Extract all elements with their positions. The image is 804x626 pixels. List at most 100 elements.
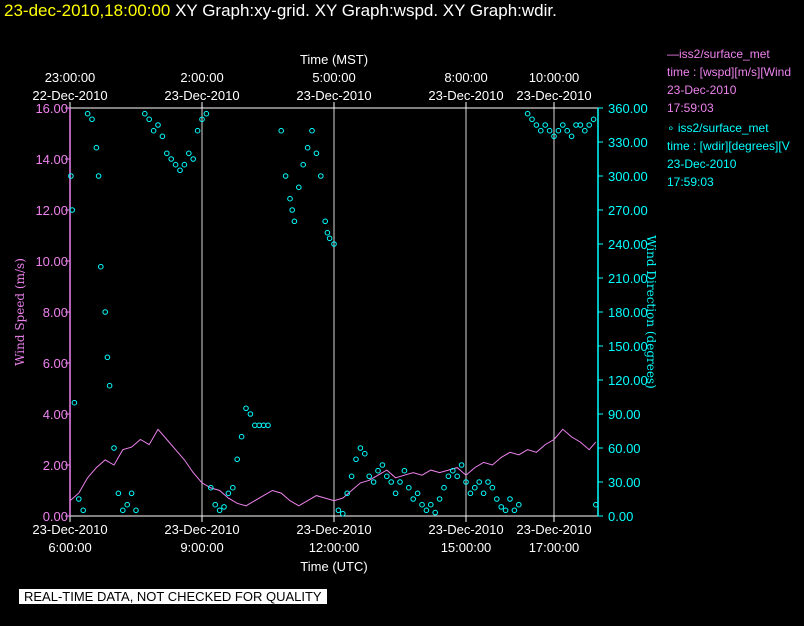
timestamp: 23-dec-2010,18:00:00 [4, 1, 171, 20]
legend-wdir-line1: ∘ iss2/surface_met [667, 121, 769, 135]
wind-direction-point [106, 382, 113, 389]
wind-direction-point [128, 490, 135, 497]
wind-direction-point [450, 467, 456, 474]
wind-direction-point [485, 479, 491, 485]
wind-direction-point [168, 156, 174, 162]
wind-direction-point [384, 473, 390, 480]
quality-notice: REAL-TIME DATA, NOT CHECKED FOR QUALITY [19, 589, 327, 604]
top-tick-time-0: 23:00:00 [45, 70, 96, 85]
left-tick-label-5: 10.00 [35, 254, 68, 269]
wind-direction-point [150, 127, 157, 134]
wind-direction-point [324, 229, 331, 236]
wind-direction-point [494, 496, 500, 502]
wind-direction-point [529, 116, 535, 123]
wind-direction-point [560, 122, 566, 128]
top-tick-time-4: 10:00:00 [529, 70, 580, 85]
wind-direction-point [516, 501, 522, 508]
bottom-tick-date-0: 23-Dec-2010 [32, 522, 107, 537]
wind-direction-point [366, 473, 373, 480]
wind-direction-point [454, 473, 461, 480]
wind-direction-point [375, 467, 381, 474]
bottom-tick-time-0: 6:00:00 [48, 540, 91, 555]
wind-direction-point [287, 195, 293, 202]
wind-direction-point [502, 507, 509, 514]
wind-direction-point [582, 127, 588, 134]
wind-direction-point [379, 462, 386, 468]
top-tick-time-2: 5:00:00 [312, 70, 355, 85]
left-tick-label-1: 2.00 [43, 458, 68, 473]
left-tick-label-4: 8.00 [43, 305, 68, 320]
wind-direction-point [564, 127, 571, 134]
wind-direction-series [68, 110, 599, 517]
wind-direction-point [146, 116, 152, 123]
wind-direction-point [186, 150, 192, 157]
wind-direction-point [533, 122, 540, 128]
wind-direction-point [458, 462, 465, 468]
wind-direction-point [441, 484, 447, 491]
legend-wspd-line1: —iss2/surface_met [667, 47, 770, 61]
top-tick-date-2: 23-Dec-2010 [296, 88, 371, 103]
wind-direction-point [401, 467, 408, 474]
bottom-axis-label: Time (UTC) [300, 559, 367, 574]
wind-direction-point [208, 484, 214, 491]
top-axis-label: Time (MST) [300, 52, 368, 67]
wind-direction-point [234, 456, 240, 463]
graph-list: XY Graph:xy-grid. XY Graph:wspd. XY Grap… [175, 1, 557, 20]
bottom-tick-time-3: 15:00:00 [441, 540, 492, 555]
wind-direction-point [353, 456, 359, 463]
wind-direction-point [586, 122, 593, 128]
bottom-tick-date-3: 23-Dec-2010 [428, 522, 503, 537]
right-tick-label-2: 60.00 [608, 441, 641, 456]
left-tick-label-3: 6.00 [43, 356, 68, 371]
wind-direction-point [155, 122, 161, 128]
top-tick-date-4: 23-Dec-2010 [516, 88, 591, 103]
chart-title: 23-dec-2010,18:00:00 XY Graph:xy-grid. X… [4, 1, 557, 21]
right-tick-label-6: 180.00 [608, 305, 648, 320]
wind-direction-point [300, 161, 307, 168]
wind-direction-point [423, 507, 430, 514]
wind-direction-point [68, 173, 74, 179]
legend-wdir-line2: time : [wdir][degrees][V [667, 139, 790, 153]
right-tick-label-0: 0.00 [608, 509, 633, 524]
wind-direction-point [410, 496, 417, 502]
right-tick-label-11: 330.00 [608, 135, 648, 150]
wind-direction-point [221, 504, 227, 510]
legend-wdir-line3: 23-Dec-2010 [667, 157, 737, 171]
wind-direction-point [397, 479, 403, 485]
wind-direction-point [340, 510, 346, 517]
bottom-tick-date-4: 23-Dec-2010 [516, 522, 591, 537]
wind-direction-point [467, 490, 474, 497]
wind-direction-point [203, 110, 210, 117]
axes: Time (MST) 23:00:00 22-Dec-2010 2:00:00 23-D… [13, 52, 658, 574]
wind-direction-point [388, 479, 395, 485]
wind-direction-point [102, 309, 108, 315]
wind-direction-point [172, 161, 179, 168]
bottom-tick-date-2: 23-Dec-2010 [296, 522, 371, 537]
bottom-tick-time-2: 12:00:00 [309, 540, 360, 555]
wind-direction-point [212, 501, 218, 508]
wind-direction-point [243, 405, 249, 412]
wind-direction-point [133, 507, 139, 514]
right-tick-label-8: 240.00 [608, 237, 648, 252]
wind-direction-point [289, 207, 296, 213]
wind-direction-point [436, 496, 443, 502]
wind-direction-point [335, 507, 342, 514]
wind-direction-point [322, 218, 329, 225]
wind-direction-point [309, 127, 315, 134]
left-tick-label-7: 14.00 [35, 152, 68, 167]
wind-direction-point [480, 490, 487, 497]
right-tick-label-1: 30.00 [608, 475, 641, 490]
wind-direction-point [551, 133, 557, 140]
left-axis-label: Wind Speed (m/s) [13, 258, 27, 366]
wind-direction-point [181, 161, 188, 168]
legend-wspd: —iss2/surface_met time : [wspd][m/s][Win… [667, 45, 791, 117]
wind-direction-point [432, 509, 439, 516]
right-tick-label-7: 210.00 [608, 271, 648, 286]
wind-direction-point [238, 433, 245, 440]
wind-direction-point [577, 122, 584, 128]
wind-direction-point [177, 167, 183, 174]
wind-direction-point [164, 150, 170, 157]
wind-direction-point [362, 450, 368, 457]
wind-direction-point [124, 501, 130, 508]
wind-direction-point [84, 110, 91, 117]
